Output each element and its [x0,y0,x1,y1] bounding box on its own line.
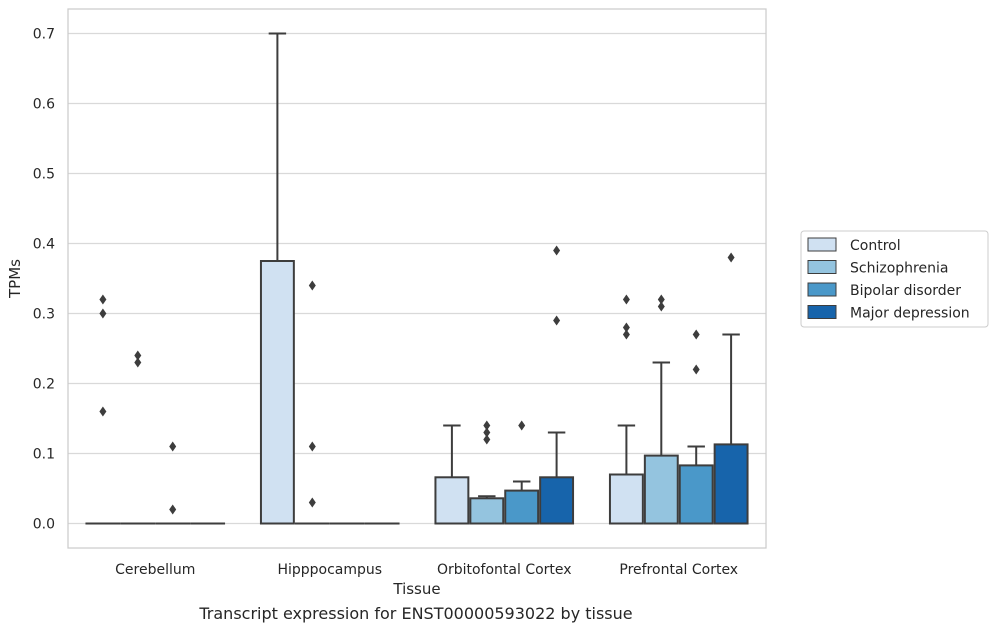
box-body [539,476,575,525]
box-body [678,464,714,525]
legend-swatch [807,260,837,274]
box-control [608,294,644,525]
box-body [434,476,470,525]
legend-label: Control [850,238,901,254]
outlier-point [308,280,316,291]
legend-swatch [807,305,837,319]
box-bipolar-disorder [678,329,714,525]
outlier-point [99,308,107,319]
box-schizophrenia [294,280,330,525]
x-tick-label: Hipppocampus [277,562,382,578]
outlier-point [622,329,630,340]
legend-label: Major depression [850,306,970,322]
box-bipolar-disorder [504,420,540,525]
outlier-point [727,252,735,263]
y-tick-label: 0.6 [33,97,55,113]
y-axis-label: TPMs [6,259,24,299]
outlier-point [134,350,142,361]
plot-area-frame [67,8,767,549]
outlier-point [483,420,491,431]
outlier-point [169,441,177,452]
outlier-point [692,329,700,340]
box-control [85,294,121,525]
y-tick-label: 0.3 [33,307,55,323]
legend-label: Schizophrenia [850,261,948,277]
outlier-point [483,427,491,438]
box-control [434,424,470,525]
box-body [504,489,540,525]
outlier-point [657,301,665,312]
outlier-point [99,406,107,417]
outlier-point [622,322,630,333]
outlier-point [308,441,316,452]
y-tick-label: 0.1 [33,447,55,463]
legend-swatch [807,282,837,297]
box-schizophrenia [469,420,505,525]
box-major-depression [713,252,749,525]
box-schizophrenia [120,350,156,525]
figure-caption: Transcript expression for ENST0000059302… [199,604,633,623]
outlier-point [308,497,316,508]
y-tick-label: 0.5 [33,167,55,183]
box-schizophrenia [643,294,679,525]
y-tick-label: 0.7 [33,27,55,43]
box-major-depression [539,245,575,525]
outlier-point [692,364,700,375]
box-body [608,473,644,525]
x-tick-label: Cerebellum [115,562,195,578]
legend-frame [800,230,989,328]
y-gridlines [68,32,766,525]
outlier-point [553,245,561,256]
outlier-point [553,315,561,326]
y-axis-tick-labels: 0.0 0.1 0.2 0.3 0.4 0.5 0.6 0.7 [33,27,55,533]
outlier-point [622,294,630,305]
outlier-point [657,294,665,305]
x-tick-label: Orbitofontal Cortex [437,562,572,578]
box-body [259,260,295,525]
legend: Control Schizophrenia Bipolar disorder Majo… [800,230,989,328]
box-body [643,454,679,525]
y-tick-label: 0.4 [33,237,55,253]
legend-label: Bipolar disorder [850,283,961,299]
outlier-point [483,434,491,445]
box-series-group [85,32,749,525]
outlier-point [134,357,142,368]
outlier-point [518,420,526,431]
legend-swatch [807,237,837,252]
box-body [469,497,505,525]
box-body [713,443,749,525]
outlier-point [99,294,107,305]
x-axis-tick-labels: Cerebellum Hipppocampus Orbitofontal Corte… [115,562,738,578]
x-tick-label: Prefrontal Cortex [619,562,738,578]
x-axis-label: Tissue [392,580,440,598]
outlier-point [169,504,177,515]
y-tick-label: 0.2 [33,377,55,393]
box-bipolar-disorder [155,441,191,525]
y-tick-label: 0.0 [33,517,55,533]
box-control [259,32,295,525]
